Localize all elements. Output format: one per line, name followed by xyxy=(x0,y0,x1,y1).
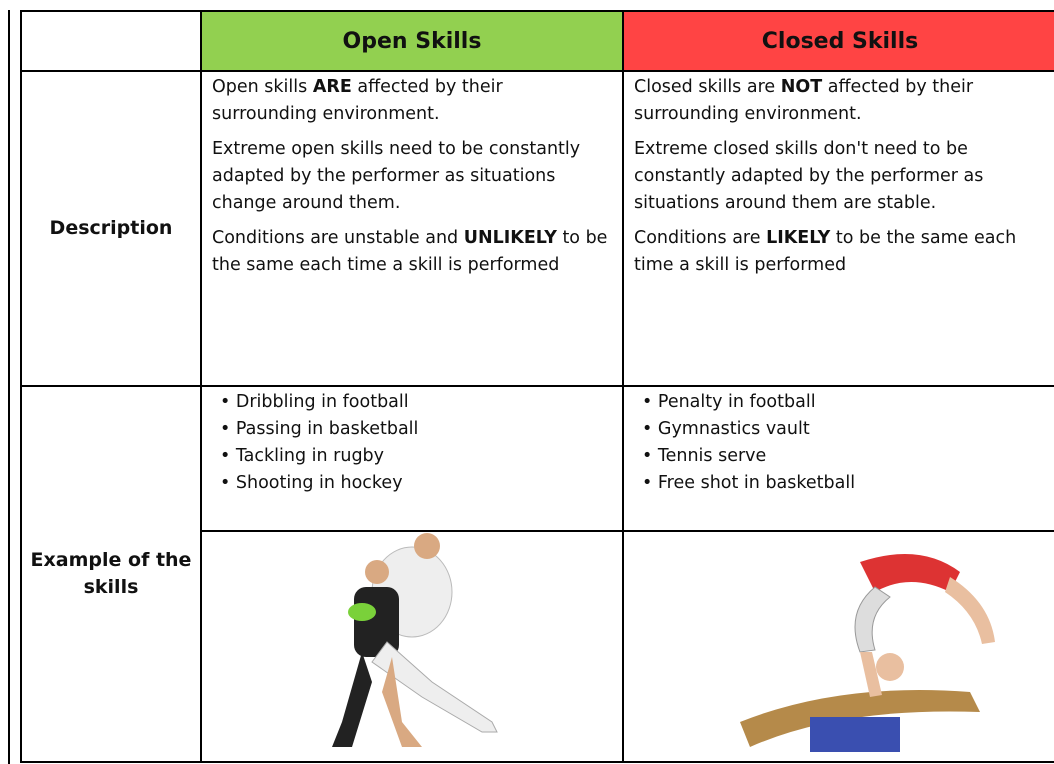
list-item: Free shot in basketball xyxy=(642,470,1046,497)
image-cell xyxy=(200,530,624,763)
emphasis: LIKELY xyxy=(766,228,831,248)
list-item: Tennis serve xyxy=(642,443,1046,470)
paragraph: Extreme open skills need to be constantl… xyxy=(212,136,612,217)
text: Closed skills are xyxy=(634,77,781,97)
left-border xyxy=(8,10,10,764)
corner-cell xyxy=(20,10,202,72)
list: Penalty in footballGymnastics vaultTenni… xyxy=(634,389,1046,497)
text: Extreme open skills need to be constantl… xyxy=(212,139,581,213)
text: Open skills xyxy=(212,77,313,97)
list-item: Penalty in football xyxy=(642,389,1046,416)
column-header: Open Skills xyxy=(200,10,624,72)
skills-table: Open Skills Closed Skills Description Op… xyxy=(20,10,1054,763)
column-header: Closed Skills xyxy=(622,10,1054,72)
cell: Dribbling in footballPassing in basketba… xyxy=(200,385,624,532)
text: affected by their surrounding environmen… xyxy=(634,77,974,124)
row-label: Example of the skills xyxy=(20,385,202,763)
text: affected by their surrounding environmen… xyxy=(212,77,503,124)
rugby-image xyxy=(332,533,498,747)
paragraph: Extreme closed skills don't need to be c… xyxy=(634,136,1046,217)
emphasis: NOT xyxy=(780,77,823,97)
list: Dribbling in footballPassing in basketba… xyxy=(212,389,612,497)
paragraph: Open skills ARE affected by their surrou… xyxy=(212,74,612,128)
paragraph: Conditions are LIKELY to be the same eac… xyxy=(634,225,1046,279)
image-cell xyxy=(622,530,1054,763)
text: Conditions are xyxy=(634,228,767,248)
paragraph: Closed skills are NOT affected by their … xyxy=(634,74,1046,128)
emphasis: UNLIKELY xyxy=(463,228,557,248)
gymnastics-image xyxy=(740,554,995,752)
emphasis: ARE xyxy=(312,77,352,97)
list-item: Tackling in rugby xyxy=(220,443,612,470)
cell: Penalty in footballGymnastics vaultTenni… xyxy=(622,385,1054,532)
list-item: Dribbling in football xyxy=(220,389,612,416)
list-item: Shooting in hockey xyxy=(220,470,612,497)
paragraph: Conditions are unstable and UNLIKELY to … xyxy=(212,225,612,279)
text: to be the same each time a skill is perf… xyxy=(634,228,1017,275)
cell: Open skills ARE affected by their surrou… xyxy=(200,70,624,387)
cell: Closed skills are NOT affected by their … xyxy=(622,70,1054,387)
text: to be the same each time a skill is perf… xyxy=(212,228,608,275)
row-label: Description xyxy=(20,70,202,387)
text: Extreme closed skills don't need to be c… xyxy=(634,139,984,213)
list-item: Gymnastics vault xyxy=(642,416,1046,443)
list-item: Passing in basketball xyxy=(220,416,612,443)
text: Conditions are unstable and xyxy=(212,228,464,248)
